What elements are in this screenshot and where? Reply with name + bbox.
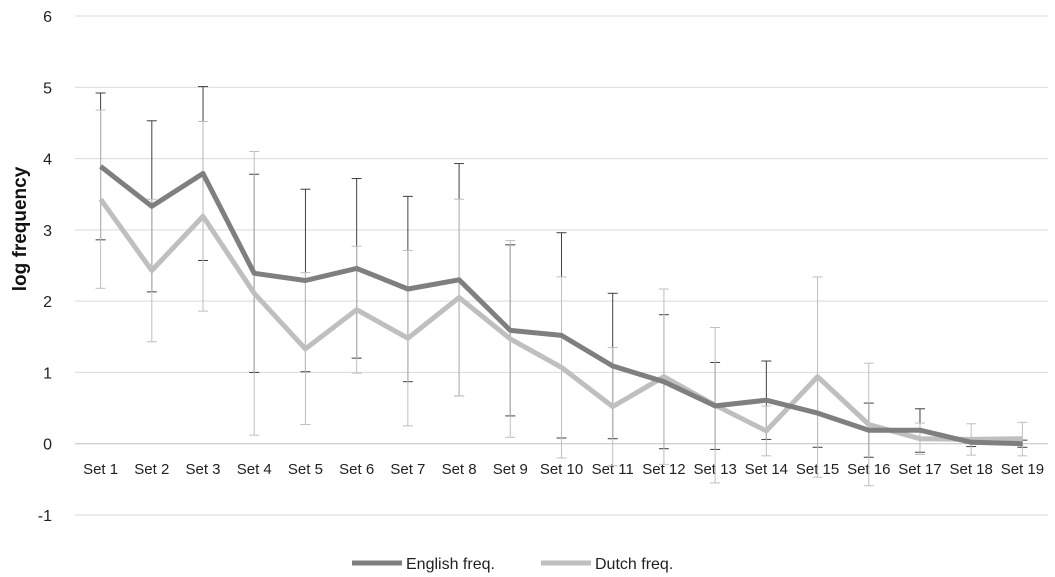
series-lines: [98, 164, 1023, 447]
error-bars: [95, 86, 1028, 487]
x-axis-ticks: Set 1 Set 2 Set 3 Set 4 Set 5 Set 6 Set 7 Set 8…: [83, 461, 1044, 478]
y-tick-label: 1: [43, 365, 52, 382]
x-tick-label: Set 9: [493, 461, 528, 478]
y-axis-ticks: -1 0 1 2 3 4 5 6: [38, 9, 52, 525]
x-tick-label: Set 18: [949, 461, 992, 478]
x-tick-label: Set 2: [134, 461, 169, 478]
y-tick-label: 0: [43, 437, 52, 454]
y-tick-label: 3: [43, 223, 52, 240]
x-tick-label: Set 12: [642, 461, 685, 478]
x-tick-label: Set 11: [592, 461, 634, 478]
x-tick-label: Set 3: [186, 461, 221, 478]
y-tick-label: 2: [43, 294, 52, 311]
y-axis-title: log frequency: [10, 166, 31, 291]
x-tick-label: Set 4: [237, 461, 272, 478]
legend-english-label: English freq.: [406, 556, 495, 573]
series-line-dutch: [98, 197, 1023, 442]
series-line-english: [99, 164, 1023, 447]
y-tick-label: 5: [43, 80, 52, 97]
x-tick-label: Set 6: [339, 461, 374, 478]
legend: English freq. Dutch freq.: [352, 556, 673, 573]
x-tick-label: Set 17: [898, 461, 941, 478]
y-tick-label: -1: [38, 508, 52, 525]
x-tick-label: Set 10: [540, 461, 583, 478]
y-tick-label: 4: [43, 152, 52, 169]
y-tick-label: 6: [43, 9, 52, 26]
x-tick-label: Set 14: [745, 461, 788, 478]
legend-dutch-label: Dutch freq.: [595, 556, 673, 573]
x-tick-label: Set 7: [390, 461, 425, 478]
x-tick-label: Set 8: [442, 461, 477, 478]
x-tick-label: Set 19: [1001, 461, 1044, 478]
x-tick-label: Set 1: [83, 461, 118, 478]
x-tick-label: Set 5: [288, 461, 323, 478]
